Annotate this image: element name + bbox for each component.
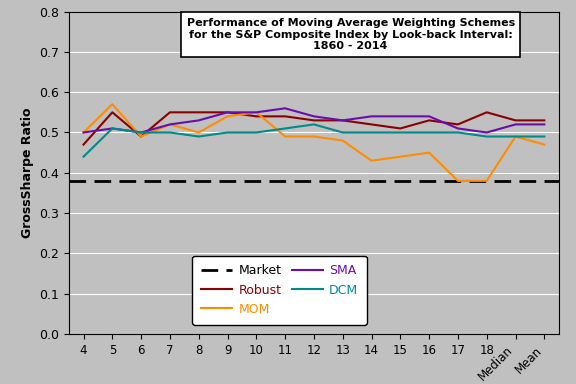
Text: Performance of Moving Average Weighting Schemes
for the S&P Composite Index by L: Performance of Moving Average Weighting … <box>187 18 515 51</box>
Legend: Market, Robust, MOM, SMA, DCM: Market, Robust, MOM, SMA, DCM <box>192 256 367 324</box>
Y-axis label: GrossSharpe Ratio: GrossSharpe Ratio <box>21 108 34 238</box>
